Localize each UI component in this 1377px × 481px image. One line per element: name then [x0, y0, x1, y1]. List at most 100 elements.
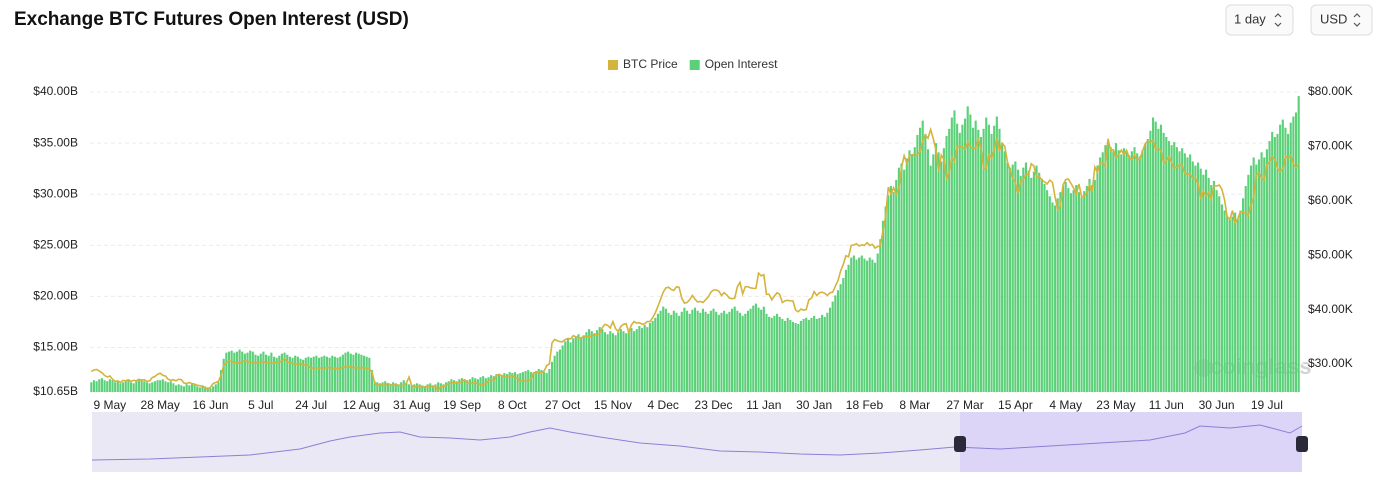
bar	[550, 361, 554, 392]
navigator-selection[interactable]	[960, 412, 1302, 472]
bar	[736, 310, 739, 392]
bar	[474, 378, 477, 392]
price-line	[90, 126, 1300, 392]
bar	[850, 257, 853, 392]
bar	[617, 332, 620, 392]
bar	[272, 356, 276, 392]
x-tick-label: 23 May	[1096, 398, 1135, 412]
bar	[296, 356, 299, 392]
bar	[521, 372, 524, 392]
bar	[339, 356, 342, 392]
bar	[270, 352, 273, 392]
bar	[389, 384, 392, 392]
bar	[434, 384, 437, 392]
bar	[900, 163, 903, 392]
y2-tick-label: $50.00K	[1308, 247, 1353, 261]
select-text[interactable]: USD	[1320, 11, 1347, 26]
bar	[802, 318, 805, 392]
bar	[611, 333, 614, 392]
navigator-handle[interactable]	[1296, 436, 1308, 452]
bar	[977, 129, 980, 392]
y-tick-label: $15.00B	[33, 340, 78, 354]
bar	[990, 133, 993, 392]
bar	[1204, 169, 1208, 392]
bar	[135, 381, 138, 392]
bar	[1210, 185, 1213, 392]
bar	[908, 150, 911, 392]
bar	[1032, 171, 1035, 392]
navigator-handle[interactable]	[954, 436, 966, 452]
x-tick-label: 18 Feb	[846, 398, 884, 412]
bar	[876, 253, 879, 392]
bar	[1144, 144, 1147, 392]
bar	[738, 312, 742, 392]
bar	[95, 381, 98, 392]
bar	[937, 152, 940, 392]
bar	[214, 384, 217, 392]
bar	[1040, 178, 1043, 392]
bar	[985, 117, 988, 393]
bar	[794, 323, 797, 392]
legend-label: BTC Price	[623, 57, 678, 71]
bar	[696, 310, 699, 392]
bar	[222, 358, 225, 392]
bar	[964, 118, 967, 392]
bar	[124, 381, 127, 392]
bar	[1260, 152, 1263, 392]
bar	[823, 316, 826, 392]
bar	[265, 354, 268, 392]
bar	[111, 380, 114, 392]
interval-select[interactable]: 1 day	[1225, 4, 1294, 36]
bar	[1048, 196, 1051, 392]
bar	[863, 258, 866, 392]
bar	[291, 357, 294, 392]
bar	[1014, 161, 1017, 392]
bar	[304, 357, 307, 392]
bar	[243, 353, 246, 392]
bar	[233, 352, 236, 392]
bar	[1056, 198, 1059, 392]
select-box[interactable]	[1310, 4, 1373, 36]
bar	[953, 110, 956, 393]
bar	[249, 350, 252, 392]
bar	[365, 356, 368, 392]
bar	[447, 381, 450, 392]
bar	[659, 310, 662, 392]
bar	[119, 383, 122, 392]
bar	[437, 382, 440, 392]
bar	[754, 303, 757, 392]
plot: $10.65B $15.00B $20.00B $25.00B $30.00B $35.0…	[33, 57, 1352, 412]
bar	[889, 186, 892, 392]
bar	[911, 154, 914, 392]
bar	[516, 374, 519, 392]
bar	[577, 334, 580, 392]
select-text[interactable]: 1 day	[1234, 11, 1266, 26]
bar	[773, 315, 776, 392]
bar	[752, 305, 755, 392]
bar	[106, 381, 109, 392]
bar	[945, 135, 948, 392]
bar	[98, 379, 101, 392]
bar	[174, 385, 178, 392]
bar	[1279, 124, 1282, 393]
bar	[675, 312, 678, 392]
bar	[717, 314, 720, 392]
currency-select[interactable]: USD	[1310, 4, 1373, 36]
bar	[1242, 198, 1245, 392]
bar	[429, 383, 432, 392]
bar	[442, 384, 445, 392]
bar	[897, 167, 900, 392]
bar	[137, 380, 141, 392]
bar	[331, 355, 334, 392]
bar	[929, 165, 932, 392]
x-tick-label: 27 Mar	[946, 398, 983, 412]
bar	[180, 385, 183, 392]
select-box[interactable]	[1225, 4, 1294, 36]
bar	[926, 149, 930, 392]
bar	[847, 264, 850, 392]
bar	[185, 384, 188, 392]
bar	[1186, 157, 1189, 392]
bar	[333, 356, 336, 392]
bar	[593, 333, 596, 392]
x-tick-label: 12 Aug	[343, 398, 380, 412]
